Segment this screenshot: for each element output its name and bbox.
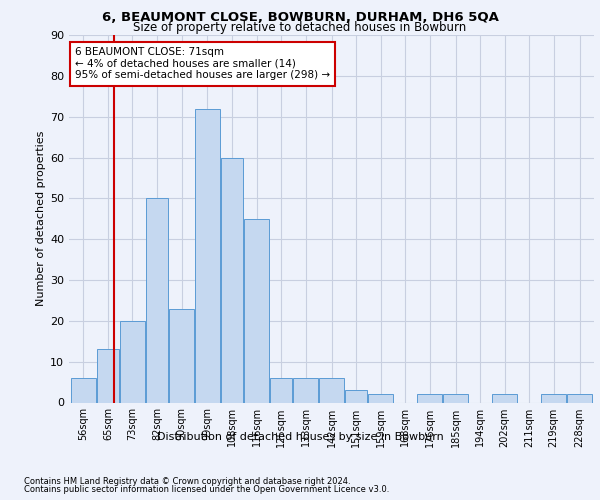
- Bar: [443, 394, 468, 402]
- Bar: [492, 394, 517, 402]
- Bar: [120, 321, 145, 402]
- Y-axis label: Number of detached properties: Number of detached properties: [36, 131, 46, 306]
- Bar: [169, 308, 194, 402]
- Bar: [319, 378, 344, 402]
- Text: Contains HM Land Registry data © Crown copyright and database right 2024.: Contains HM Land Registry data © Crown c…: [24, 477, 350, 486]
- Bar: [417, 394, 442, 402]
- Text: Size of property relative to detached houses in Bowburn: Size of property relative to detached ho…: [133, 22, 467, 35]
- Bar: [567, 394, 592, 402]
- Bar: [270, 378, 292, 402]
- Bar: [368, 394, 393, 402]
- Bar: [244, 219, 269, 402]
- Text: Contains public sector information licensed under the Open Government Licence v3: Contains public sector information licen…: [24, 485, 389, 494]
- Bar: [195, 108, 220, 403]
- Text: 6, BEAUMONT CLOSE, BOWBURN, DURHAM, DH6 5QA: 6, BEAUMONT CLOSE, BOWBURN, DURHAM, DH6 …: [101, 11, 499, 24]
- Bar: [541, 394, 566, 402]
- Bar: [221, 158, 243, 402]
- Text: Distribution of detached houses by size in Bowburn: Distribution of detached houses by size …: [157, 432, 443, 442]
- Text: 6 BEAUMONT CLOSE: 71sqm
← 4% of detached houses are smaller (14)
95% of semi-det: 6 BEAUMONT CLOSE: 71sqm ← 4% of detached…: [75, 48, 330, 80]
- Bar: [345, 390, 367, 402]
- Bar: [97, 350, 119, 403]
- Bar: [71, 378, 96, 402]
- Bar: [146, 198, 168, 402]
- Bar: [293, 378, 318, 402]
